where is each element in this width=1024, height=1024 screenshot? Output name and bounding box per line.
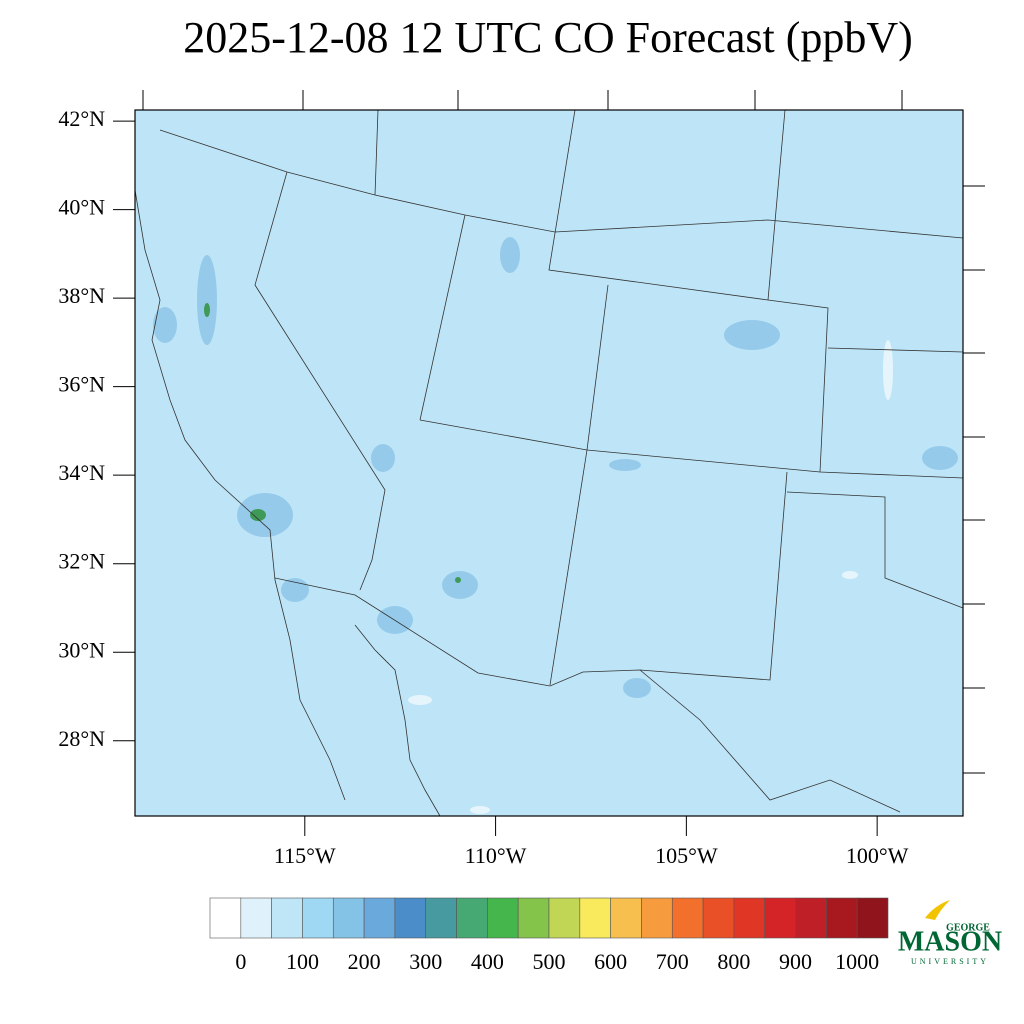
- color-box: [826, 897, 858, 939]
- map: 42°N 40°N 38°N 36°N 34°N 32°N 30°N 28°N 115°W 110…: [58, 90, 985, 868]
- lat-tick-label: 34°N: [58, 460, 105, 485]
- lon-tick-label: 115°W: [274, 843, 336, 868]
- colorbar-tick-label: 400: [471, 949, 504, 974]
- color-box: [733, 897, 766, 939]
- logo-bottom: UNIVERSITY: [911, 957, 989, 966]
- color-box: [856, 897, 889, 939]
- colorbar-tick-label: 200: [348, 949, 381, 974]
- colorbar-tick-label: 1000: [835, 949, 879, 974]
- lat-tick-label: 32°N: [58, 549, 105, 574]
- colorbar-tick-label: 700: [656, 949, 689, 974]
- borders: [134, 109, 964, 817]
- logo-mark: [925, 900, 950, 920]
- map-background: [135, 110, 963, 816]
- lat-tick-label: 42°N: [58, 106, 105, 131]
- color-box: [641, 897, 673, 939]
- lon-tick-label: 110°W: [465, 843, 527, 868]
- color-box: [579, 897, 611, 939]
- colorbar-tick-label: 300: [409, 949, 442, 974]
- lat-tick-label: 36°N: [58, 372, 105, 397]
- logo-main: MASON: [898, 926, 1002, 957]
- color-box: [271, 897, 303, 939]
- color-box: [240, 897, 272, 939]
- colorbar-tick-label: 900: [779, 949, 812, 974]
- color-box: [456, 897, 488, 939]
- color-box: [764, 897, 796, 939]
- lat-tick-label: 28°N: [58, 726, 105, 751]
- color-box: [548, 897, 581, 939]
- colorbar-tick-label: 0: [235, 949, 246, 974]
- color-box: [209, 897, 242, 939]
- lat-tick-label: 40°N: [58, 195, 105, 220]
- map-frame: [134, 109, 964, 817]
- color-box: [425, 897, 457, 939]
- color-box: [671, 897, 704, 939]
- hotspots: [204, 303, 461, 583]
- color-box: [795, 897, 827, 939]
- color-box: [487, 897, 519, 939]
- colorbar-tick-label: 800: [717, 949, 750, 974]
- color-box: [610, 897, 642, 939]
- colorbar-tick-label: 600: [594, 949, 627, 974]
- color-box: [332, 897, 365, 939]
- color-box: [363, 897, 396, 939]
- color-box: [302, 897, 334, 939]
- colorbar-tick-label: 100: [286, 949, 319, 974]
- lat-tick-label: 30°N: [58, 637, 105, 662]
- frame-ticks: [142, 90, 985, 774]
- color-box: [702, 897, 735, 939]
- low-patches: [408, 340, 893, 814]
- color-box: [517, 897, 550, 939]
- lat-tick-label: 38°N: [58, 283, 105, 308]
- logo-top: GEORGE: [946, 922, 990, 933]
- colorbar: 0 100 200 300 400 500 600 700 800 900 1000: [209, 897, 889, 974]
- lon-tick-label: 100°W: [846, 843, 909, 868]
- title: 2025-12-08 12 UTC CO Forecast (ppbV): [183, 13, 913, 62]
- color-box: [394, 897, 427, 939]
- colorbar-tick-label: 500: [533, 949, 566, 974]
- lon-tick-label: 105°W: [655, 843, 718, 868]
- logo: GEORGE MASON UNIVERSITY: [898, 900, 1002, 966]
